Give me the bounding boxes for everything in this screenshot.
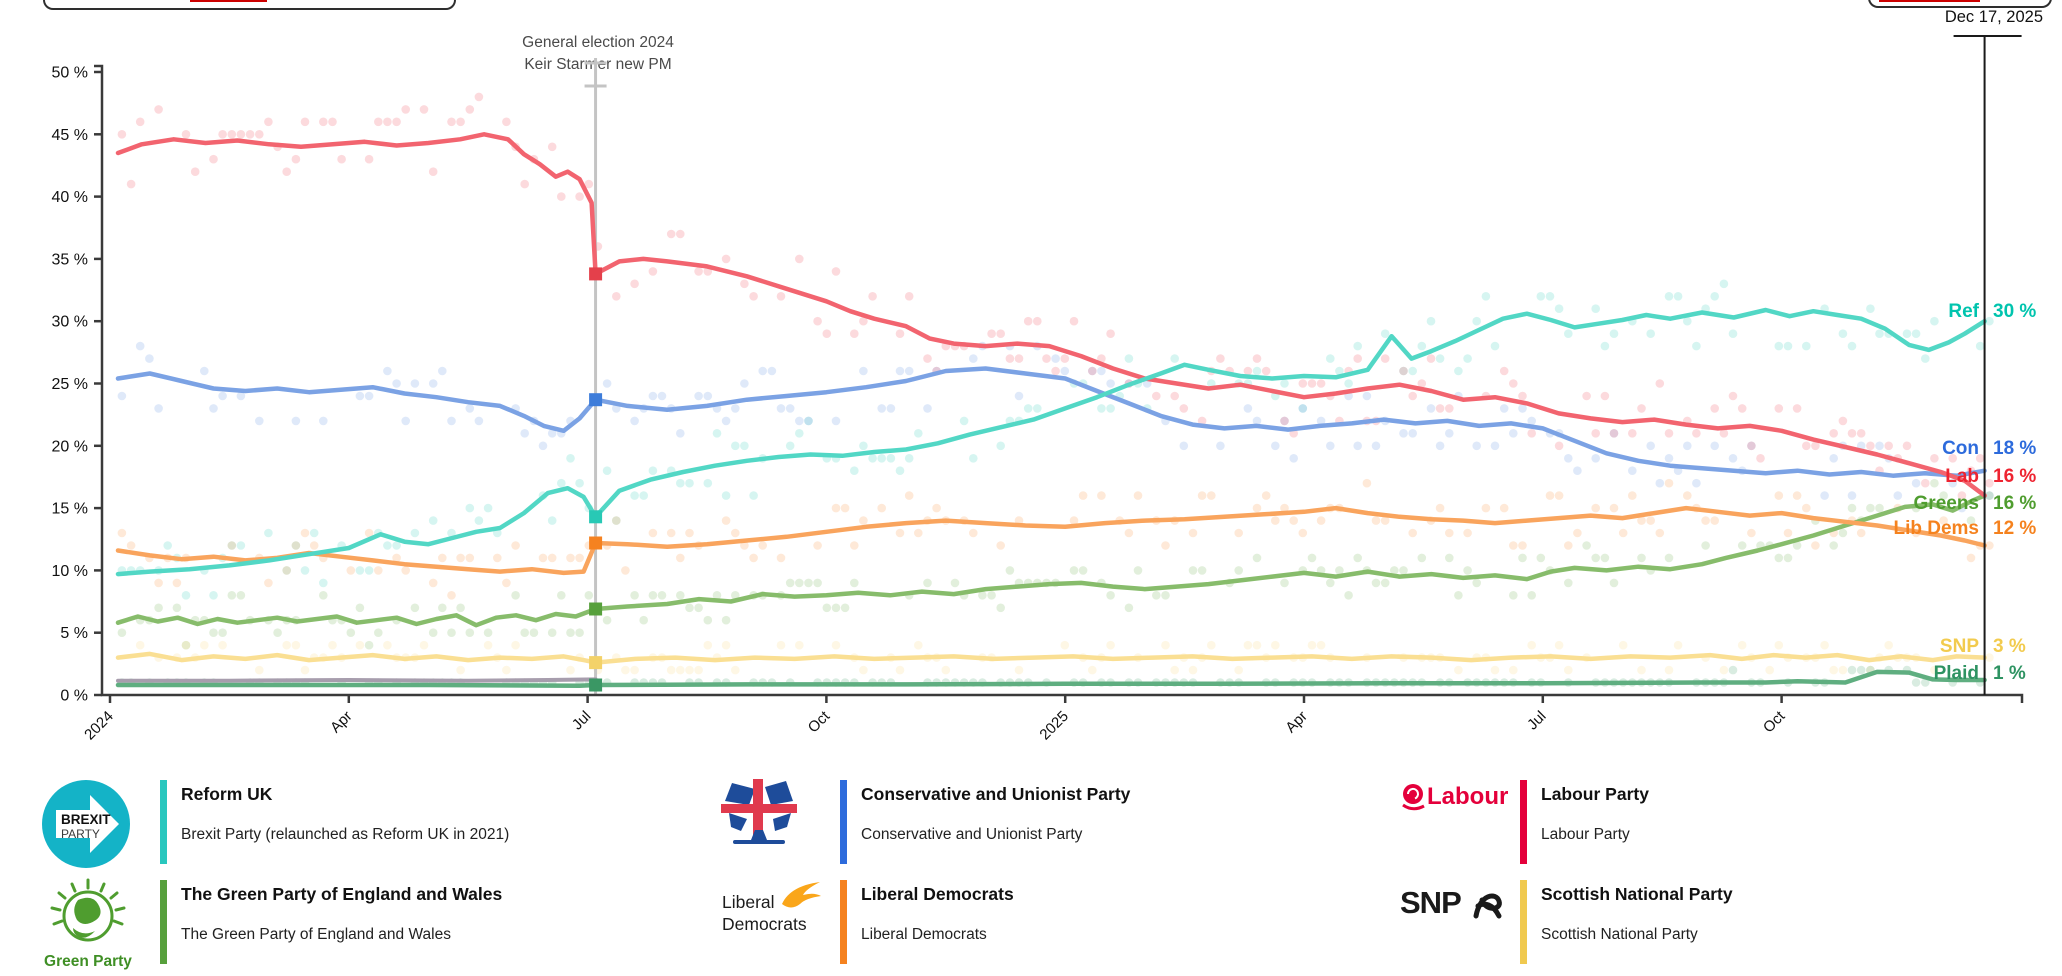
- legend-subtitle: Scottish National Party: [1541, 926, 1698, 943]
- trend-line-greens: [115, 493, 1987, 628]
- legend-subtitle: The Green Party of England and Wales: [181, 926, 451, 943]
- line-other-pre-election: [116, 677, 598, 683]
- legend-title: Scottish National Party: [1541, 884, 1733, 904]
- legend-title: The Green Party of England and Wales: [181, 884, 503, 904]
- green-party-logo: Green Party: [40, 878, 152, 972]
- legend-color-bar-conservative: [840, 780, 847, 864]
- axis-ticks: [94, 70, 1783, 703]
- legend-subtitle: Brexit Party (relaunched as Reform UK in…: [181, 826, 510, 843]
- y-tick-label: 5 %: [60, 625, 88, 642]
- svg-text:SNP: SNP: [1400, 885, 1461, 920]
- scatter-lab: [117, 92, 1994, 500]
- legend-item-reform[interactable]: BREXIT PARTY Reform UK Brexit Party (rel…: [40, 778, 720, 872]
- poll-trend-chart[interactable]: 0 % 5 % 10 % 15 % 20 % 25 % 30 % 35 % 40 % 45 % 50…: [0, 0, 2062, 762]
- legend-subtitle: Liberal Democrats: [861, 926, 987, 943]
- x-tick-label: Apr: [327, 708, 356, 737]
- secondary-control-accent: [1879, 0, 1980, 2]
- y-tick-label: 0 %: [60, 688, 88, 705]
- x-tick-label: 2024: [81, 708, 117, 744]
- libdem-logo: Liberal Democrats: [720, 878, 832, 972]
- svg-text:BREXIT: BREXIT: [61, 812, 111, 827]
- legend-item-libdems[interactable]: Liberal Democrats Liberal Democrats Libe…: [720, 878, 1400, 972]
- x-tick-label: Apr: [1282, 708, 1311, 737]
- trend-line-lab: [115, 132, 1987, 498]
- y-tick-label: 50 %: [52, 65, 88, 82]
- labour-logo: Labour: [1400, 778, 1512, 872]
- y-tick-label: 25 %: [52, 376, 88, 393]
- trend-line-snp: [115, 651, 1987, 665]
- svg-text:Labour: Labour: [1427, 783, 1508, 810]
- y-tick-label: 30 %: [52, 314, 88, 331]
- x-tick-label: Oct: [805, 707, 834, 736]
- conservative-logo: [720, 778, 832, 872]
- svg-text:Democrats: Democrats: [722, 914, 807, 934]
- legend-title: Reform UK: [181, 784, 273, 804]
- x-tick-label: Oct: [1760, 707, 1789, 736]
- legend-item-labour[interactable]: Labour Labour Party Labour Party: [1400, 778, 2062, 872]
- election-marker-snp: [589, 656, 603, 670]
- y-tick-label: 45 %: [52, 127, 88, 144]
- scatter-points: [117, 92, 1994, 687]
- trend-line-libdems: [115, 505, 1987, 576]
- legend-item-snp[interactable]: SNP Scottish National Party Scottish Nat…: [1400, 878, 2062, 972]
- legend-color-bar-labour: [1520, 780, 1527, 864]
- legend-color-bar-reform: [160, 780, 167, 864]
- legend-title: Liberal Democrats: [861, 884, 1014, 904]
- party-legend: BREXIT PARTY Reform UK Brexit Party (rel…: [40, 778, 2062, 972]
- brexit-party-logo: BREXIT PARTY: [40, 778, 152, 872]
- election-marker-con: [589, 393, 603, 407]
- y-tick-label: 10 %: [52, 563, 88, 580]
- x-tick-label: Jul: [569, 708, 595, 734]
- y-tick-label: 15 %: [52, 501, 88, 518]
- legend-subtitle: Conservative and Unionist Party: [861, 826, 1083, 843]
- legend-color-bar-greens: [160, 880, 167, 964]
- scatter-ref: [117, 279, 1994, 600]
- trend-line-ref: [115, 307, 1987, 577]
- trend-line-plaid: [115, 669, 1987, 688]
- y-tick-label: 20 %: [52, 438, 88, 455]
- svg-text:PARTY: PARTY: [61, 827, 100, 841]
- legend-item-conservative[interactable]: Conservative and Unionist Party Conserva…: [720, 778, 1400, 872]
- date-cursor-line: [1953, 35, 2022, 695]
- trend-line-con: [115, 366, 1987, 478]
- y-tick-label: 35 %: [52, 251, 88, 268]
- election-result-markers: [589, 267, 603, 692]
- x-tick-label: 2025: [1036, 708, 1072, 744]
- legend-title: Labour Party: [1541, 784, 1649, 804]
- y-tick-label: 40 %: [52, 189, 88, 206]
- election-marker-ref: [589, 510, 603, 524]
- legend-subtitle: Labour Party: [1541, 826, 1630, 843]
- x-tick-label: Jul: [1524, 708, 1550, 734]
- election-line: [584, 58, 607, 695]
- election-marker-lab: [589, 267, 603, 281]
- election-marker-greens: [589, 602, 603, 616]
- legend-color-bar-libdems: [840, 880, 847, 964]
- snp-logo: SNP: [1400, 878, 1512, 972]
- axes: [94, 64, 2024, 703]
- date-range-control-accent: [190, 0, 267, 2]
- election-marker-libdems: [589, 536, 603, 550]
- legend-item-greens[interactable]: Green Party The Green Party of England a…: [40, 878, 720, 972]
- election-annotation-line1: General election 2024: [522, 34, 674, 51]
- election-marker-plaid: [589, 678, 603, 692]
- legend-color-bar-snp: [1520, 880, 1527, 964]
- cursor-date-label: Dec 17, 2025: [1944, 8, 2043, 26]
- legend-title: Conservative and Unionist Party: [861, 784, 1131, 804]
- svg-text:Liberal: Liberal: [722, 892, 775, 912]
- svg-text:Green Party: Green Party: [44, 953, 132, 970]
